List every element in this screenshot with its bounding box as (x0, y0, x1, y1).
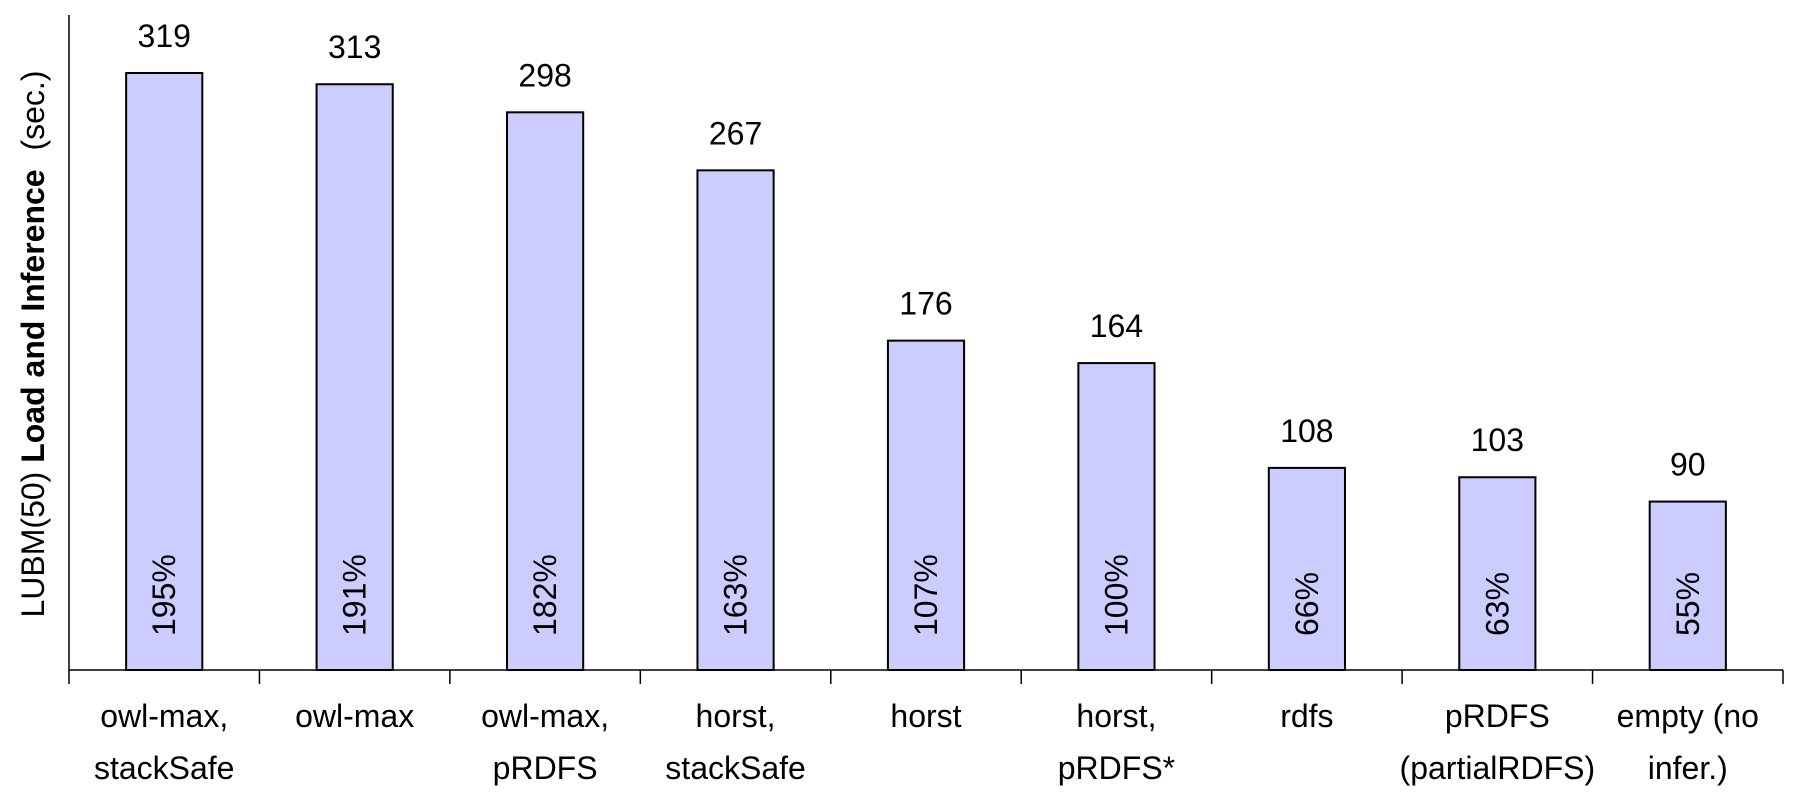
x-tick-label: rdfs (1280, 698, 1333, 734)
inner-label: 100% (1098, 554, 1134, 636)
y-axis-title-part: LUBM(50) (15, 472, 51, 618)
inner-label: 182% (527, 554, 563, 636)
bar (886, 339, 966, 671)
value-label: 108 (1280, 413, 1333, 449)
x-tick-label-line: infer.) (1648, 750, 1728, 786)
value-label: 313 (328, 29, 381, 65)
inner-label: 191% (337, 554, 373, 636)
bar (315, 83, 394, 671)
inner-label: 195% (146, 554, 182, 636)
x-tick-label: horst, stackSafe (665, 698, 806, 786)
bar (696, 169, 775, 671)
x-tick-label-line: owl-max, (100, 698, 228, 734)
inner-label: 163% (718, 554, 754, 636)
bar (125, 72, 204, 671)
x-tick-label-line: empty (no (1617, 698, 1759, 734)
value-label: 164 (1090, 308, 1143, 344)
bar (1648, 500, 1727, 672)
inner-label: 107% (908, 554, 944, 636)
inner-label: 55% (1670, 572, 1706, 636)
bar (1077, 362, 1156, 671)
x-tick-label: pRDFS (partialRDFS) (1400, 698, 1596, 786)
x-tick-label-line: rdfs (1280, 698, 1333, 734)
x-tick-label: horst (890, 698, 961, 734)
x-tick-label-line: horst, (1076, 698, 1156, 734)
x-tick-label: empty (no infer.) (1617, 698, 1759, 786)
value-label: 298 (518, 57, 571, 93)
x-tick-label-line: pRDFS (1445, 698, 1550, 734)
x-tick-label: horst, pRDFS* (1058, 698, 1175, 786)
value-label: 319 (138, 18, 191, 54)
x-tick-label-line: stackSafe (665, 750, 806, 786)
value-label: 176 (899, 286, 952, 322)
x-tick-label-line: horst, (696, 698, 776, 734)
bar (1458, 476, 1537, 671)
x-tick-label-line: horst (890, 698, 961, 734)
value-label: 90 (1670, 447, 1706, 483)
inner-label: 66% (1289, 572, 1325, 636)
x-tick-label-line: pRDFS* (1058, 750, 1175, 786)
x-tick-label-line: (partialRDFS) (1400, 750, 1596, 786)
x-tick-label-line: pRDFS (493, 750, 598, 786)
x-tick-label: owl-max, pRDFS (481, 698, 609, 786)
inner-label: 63% (1479, 572, 1515, 636)
x-tick-label-line: owl-max, (481, 698, 609, 734)
bar (1267, 466, 1346, 671)
y-axis-title-part: (sec.) (15, 71, 51, 151)
y-axis-title: LUBM(50) Load and Inference (sec.) (15, 71, 51, 618)
value-label: 267 (709, 115, 762, 151)
x-tick-label-line: stackSafe (94, 750, 235, 786)
bar (506, 111, 585, 672)
x-tick-label: owl-max (295, 698, 414, 734)
value-label: 103 (1471, 422, 1524, 458)
x-tick-label-line: owl-max (295, 698, 414, 734)
x-tick-label: owl-max, stackSafe (94, 698, 235, 786)
y-axis-title-part: Load and Inference (15, 169, 51, 462)
